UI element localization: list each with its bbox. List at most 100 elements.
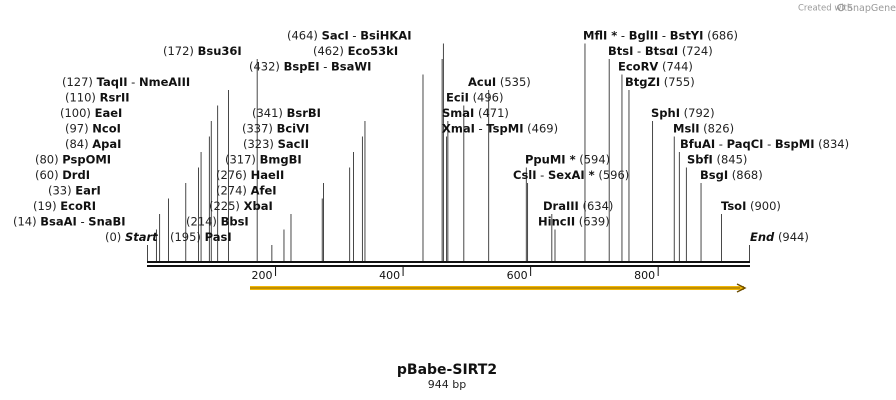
site-position: (195) (170, 230, 201, 244)
site-label-saci[interactable]: (464) SacI - BsiHKAI (287, 29, 411, 43)
map-length: 944 bp (428, 378, 466, 391)
sequence-backbone (147, 261, 750, 267)
feature-arrow[interactable] (250, 283, 747, 293)
site-label-btgzi[interactable]: BtgZI (755) (625, 75, 695, 89)
site-label-hincii[interactable]: HincII (639) (538, 215, 610, 229)
site-position: (60) (35, 168, 59, 182)
enzyme-name: BstYI (670, 29, 704, 43)
site-label-bbsi[interactable]: (214) BbsI (186, 215, 249, 229)
site-label-bsrbi[interactable]: (341) BsrBI (252, 106, 321, 120)
enzyme-name: TsoI (721, 199, 746, 213)
restriction-site-labels: (0) Start End (944) (14) BsaAI - SnaBI (19)… (13, 29, 849, 245)
site-position: (172) (163, 44, 194, 58)
enzyme-name: SphI (651, 106, 680, 120)
site-label-eco53ki[interactable]: (462) Eco53kI (313, 44, 398, 58)
site-label-draiii[interactable]: DraIII (634) (543, 199, 613, 213)
enzyme-name: BsgI (700, 168, 728, 182)
site-label-rsrii[interactable]: (110) RsrII (65, 91, 130, 105)
snapgene-logo-icon (837, 3, 845, 12)
site-label-ecori[interactable]: (19) EcoRI (33, 199, 96, 213)
site-label-bspei[interactable]: (432) BspEI - BsaWI (249, 60, 371, 74)
site-label-pspomi[interactable]: (80) PspOMI (35, 153, 111, 167)
site-label-btsi[interactable]: BtsI - BtsαI (724) (608, 44, 713, 58)
site-label-sacii[interactable]: (323) SacII (243, 137, 309, 151)
enzyme-name: XbaI (244, 199, 273, 213)
site-position: (686) (707, 29, 738, 43)
enzyme-name: HaeII (251, 168, 285, 182)
site-label-bfuai[interactable]: BfuAI - PaqCI - BspMI (834) (680, 137, 849, 151)
site-label-taqii[interactable]: (127) TaqII - NmeAIII (62, 75, 190, 89)
site-position: (317) (225, 153, 256, 167)
site-label-drdi[interactable]: (60) DrdI (35, 168, 90, 182)
site-label-csli[interactable]: CslI - SexAI * (596) (513, 168, 629, 182)
site-label-bsaai[interactable]: (14) BsaAI - SnaBI (13, 215, 126, 229)
site-position: (33) (48, 184, 72, 198)
site-label-bsu36i[interactable]: (172) Bsu36I (163, 44, 242, 58)
site-position: (214) (186, 215, 217, 229)
site-position: (84) (65, 137, 89, 151)
enzyme-name: AcuI (468, 75, 496, 89)
site-position: (337) (242, 122, 273, 136)
site-position: (0) (105, 230, 121, 244)
enzyme-name: MslI (673, 122, 700, 136)
site-position: (639) (579, 215, 610, 229)
site-position: (724) (682, 44, 713, 58)
site-position: (323) (243, 137, 274, 151)
site-label-start[interactable]: (0) Start (105, 230, 158, 244)
enzyme-name: ApaI (92, 137, 121, 151)
site-label-sbfi[interactable]: SbfI (845) (687, 153, 747, 167)
site-position: (469) (527, 122, 558, 136)
site-label-msli[interactable]: MslI (826) (673, 122, 734, 136)
site-label-ecorv[interactable]: EcoRV (744) (618, 60, 693, 74)
site-position: (535) (500, 75, 531, 89)
site-position: (100) (60, 106, 91, 120)
enzyme-name: NcoI (92, 122, 121, 136)
site-label-xmai[interactable]: XmaI - TspMI (469) (442, 122, 558, 136)
enzyme-name: BsaAI (40, 215, 77, 229)
site-label-acui[interactable]: AcuI (535) (468, 75, 531, 89)
site-label-bmgbi[interactable]: (317) BmgBI (225, 153, 302, 167)
site-label-bcivi[interactable]: (337) BciVI (242, 122, 309, 136)
site-label-ppumi[interactable]: PpuMI * (594) (525, 153, 610, 167)
enzyme-name: End (750, 230, 775, 244)
site-position: (868) (732, 168, 763, 182)
site-position: (462) (313, 44, 344, 58)
enzyme-name: SbfI (687, 153, 713, 167)
site-label-xbai[interactable]: (225) XbaI (209, 199, 273, 213)
site-position: (900) (750, 199, 781, 213)
site-label-end[interactable]: End (944) (750, 230, 809, 244)
site-label-mfli[interactable]: MflI * - BglII - BstYI (686) (583, 29, 738, 43)
site-label-pasi[interactable]: (195) PasI (170, 230, 232, 244)
site-label-eari[interactable]: (33) EarI (48, 184, 101, 198)
enzyme-name: TspMI (486, 122, 523, 136)
site-position: (274) (216, 184, 247, 198)
enzyme-name: TaqII (97, 75, 128, 89)
site-label-haeii[interactable]: (276) HaeII (216, 168, 284, 182)
site-label-afei[interactable]: (274) AfeI (216, 184, 277, 198)
site-position: (594) (579, 153, 610, 167)
site-position: (225) (209, 199, 240, 213)
ruler-tick-label: 400 (379, 269, 400, 282)
credit-brand: SnapGene (847, 3, 896, 14)
site-label-sphi[interactable]: SphI (792) (651, 106, 715, 120)
site-position: (127) (62, 75, 93, 89)
enzyme-name: AfeI (251, 184, 277, 198)
site-position: (97) (65, 122, 89, 136)
enzyme-name: XmaI (442, 122, 475, 136)
enzyme-name: BspEI (284, 60, 320, 74)
site-label-ncoi[interactable]: (97) NcoI (65, 122, 121, 136)
site-label-apai[interactable]: (84) ApaI (65, 137, 121, 151)
site-label-tsoi[interactable]: TsoI (900) (721, 199, 781, 213)
enzyme-name: BbsI (221, 215, 249, 229)
enzyme-name: DraIII (543, 199, 579, 213)
enzyme-name: PspOMI (62, 153, 111, 167)
ruler-tick-label: 200 (252, 269, 273, 282)
enzyme-name: BglII (629, 29, 659, 43)
site-label-eaei[interactable]: (100) EaeI (60, 106, 122, 120)
credit-prefix: Created with (798, 4, 852, 14)
site-label-ecii[interactable]: EciI (496) (446, 91, 504, 105)
site-label-smai[interactable]: SmaI (471) (442, 106, 509, 120)
enzyme-name: EciI (446, 91, 469, 105)
site-label-bsgi[interactable]: BsgI (868) (700, 168, 763, 182)
enzyme-name: NmeAIII (139, 75, 190, 89)
